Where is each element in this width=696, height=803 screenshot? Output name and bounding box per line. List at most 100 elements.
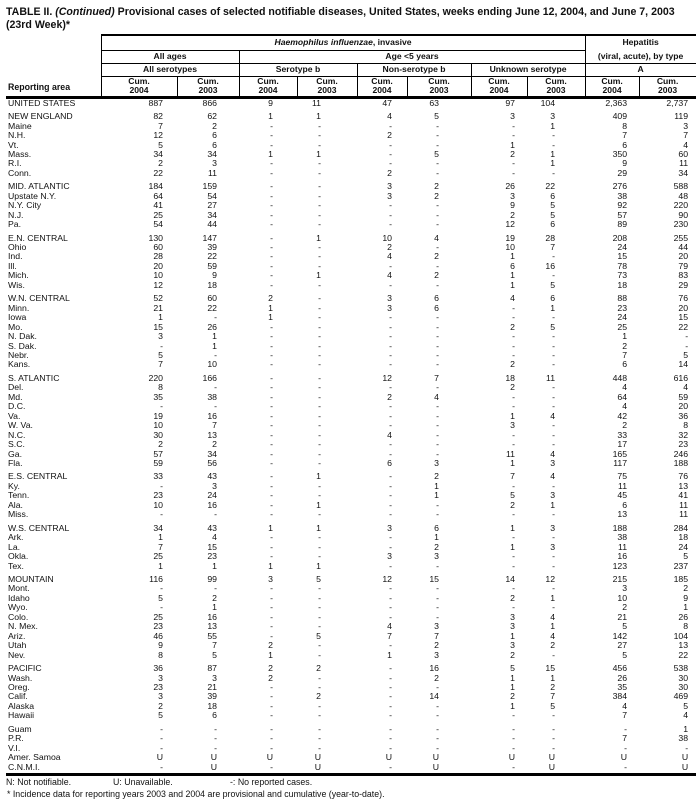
value-cell: - xyxy=(318,242,321,253)
value-cell: - xyxy=(318,710,321,721)
reporting-area-cell: Nev. xyxy=(8,649,26,660)
value-cell: 9 xyxy=(268,97,273,108)
value-cell: 6 xyxy=(212,710,217,721)
value-cell: - xyxy=(512,429,515,440)
value-cell: 59 xyxy=(153,458,163,468)
value-cell: - xyxy=(436,382,439,393)
value-cell: - xyxy=(160,480,163,491)
value-cell: 11 xyxy=(207,167,217,178)
value-cell: 7 xyxy=(622,350,628,361)
reporting-area-cell: N. Dak. xyxy=(8,331,37,342)
value-cell: 1 xyxy=(316,270,321,281)
haemophilus-rest-label: , invasive xyxy=(372,37,412,48)
value-cell: - xyxy=(389,700,392,711)
value-cell: - xyxy=(270,331,273,342)
value-cell: 4 xyxy=(387,251,392,262)
value-cell: - xyxy=(389,742,392,753)
value-cell: - xyxy=(160,401,163,412)
value-cell: 1 xyxy=(510,279,515,290)
value-cell: 59 xyxy=(678,391,689,402)
table-row: NEW ENGLAND 82 62 1 1 4 5 3 3 409 119 xyxy=(6,108,696,121)
value-cell: 76 xyxy=(678,293,689,304)
value-cell: - xyxy=(270,621,273,632)
value-cell: 7 xyxy=(550,691,556,702)
value-cell: - xyxy=(214,509,217,520)
value-cell: - xyxy=(512,583,515,594)
value-cell: 5 xyxy=(550,279,556,290)
value-cell: 2 xyxy=(158,158,163,169)
value-cell: 1 xyxy=(316,522,321,533)
value-cell: U xyxy=(314,752,321,763)
value-cell: 19 xyxy=(505,232,515,243)
value-cell: 1 xyxy=(434,532,439,543)
value-cell: 26 xyxy=(207,321,217,332)
value-cell: U xyxy=(681,752,689,763)
reporting-area-cell: La. xyxy=(8,541,21,552)
value-cell: 1 xyxy=(550,672,556,683)
value-cell: 24 xyxy=(207,490,217,501)
value-cell: - xyxy=(318,640,321,651)
value-cell: 6 xyxy=(550,219,556,230)
footnote-legend: N: Not notifiable. U: Unavailable. -: No r… xyxy=(6,777,694,788)
value-cell: 1 xyxy=(510,541,515,552)
table-row: Ohio 60 39 - - 2 - 10 7 24 44 xyxy=(6,242,696,253)
value-cell: - xyxy=(270,190,273,201)
value-cell: 46 xyxy=(153,630,163,641)
value-cell: - xyxy=(389,640,392,651)
value-cell: 2 xyxy=(212,439,217,450)
value-cell: U xyxy=(210,752,217,763)
value-cell: - xyxy=(270,532,273,543)
table-row: Vt. 5 6 - - - - 1 - 6 4 xyxy=(6,139,696,150)
value-cell: - xyxy=(318,120,321,131)
cum-2003-header: Cum. 2003 xyxy=(297,76,358,99)
reporting-area-cell: Maine xyxy=(8,120,32,131)
header-row-age-groups: All ages Age <5 years (viral, acute), by… xyxy=(6,50,696,64)
value-cell: - xyxy=(270,181,273,192)
value-cell: 2,363 xyxy=(605,97,628,108)
value-cell: 2 xyxy=(158,700,163,711)
value-cell: 117 xyxy=(613,458,628,468)
value-cell: 59 xyxy=(207,260,217,271)
reporting-area-cell: Tenn. xyxy=(8,490,30,501)
value-cell: 5 xyxy=(316,630,321,641)
value-cell: - xyxy=(239,762,297,777)
value-cell: 6 xyxy=(622,359,628,370)
value-cell: - xyxy=(270,372,273,383)
value-cell: 39 xyxy=(207,691,217,702)
value-cell: 1 xyxy=(316,232,321,243)
value-cell: 4 xyxy=(387,621,392,632)
value-cell: - xyxy=(318,733,321,744)
value-cell: 21 xyxy=(153,302,163,313)
value-cell: - xyxy=(318,541,321,552)
value-cell: - xyxy=(552,733,556,744)
value-cell: 4 xyxy=(434,232,439,243)
value-cell: 3 xyxy=(550,490,556,501)
value-cell: - xyxy=(270,448,273,459)
value-cell: 8 xyxy=(683,621,689,632)
value-cell: - xyxy=(318,200,321,211)
value-cell: U xyxy=(266,752,273,763)
value-cell: - xyxy=(512,350,515,361)
value-cell: 5 xyxy=(434,148,439,159)
value-cell: 38 xyxy=(207,391,217,402)
value-cell: 56 xyxy=(207,458,217,468)
value-cell: - xyxy=(436,583,439,594)
value-cell: 2 xyxy=(434,251,439,262)
table-row: W. Va. 10 7 - - - - 3 - 2 8 xyxy=(6,420,696,430)
value-cell: - xyxy=(552,139,556,150)
value-cell: 20 xyxy=(153,260,163,271)
value-cell: - xyxy=(214,583,217,594)
value-cell: 4 xyxy=(550,630,556,641)
value-cell: - xyxy=(389,350,392,361)
value-cell: 3 xyxy=(387,181,392,192)
value-cell: 34 xyxy=(207,148,217,159)
value-cell: 25 xyxy=(153,551,163,562)
value-cell: 7 xyxy=(510,471,515,482)
value-cell: 1 xyxy=(316,499,321,510)
reporting-area-cell: Miss. xyxy=(8,509,29,520)
value-cell: 4 xyxy=(683,710,689,721)
value-cell: 2 xyxy=(434,672,439,683)
value-cell: - xyxy=(436,340,439,351)
value-cell: - xyxy=(270,551,273,562)
value-cell: - xyxy=(389,672,392,683)
